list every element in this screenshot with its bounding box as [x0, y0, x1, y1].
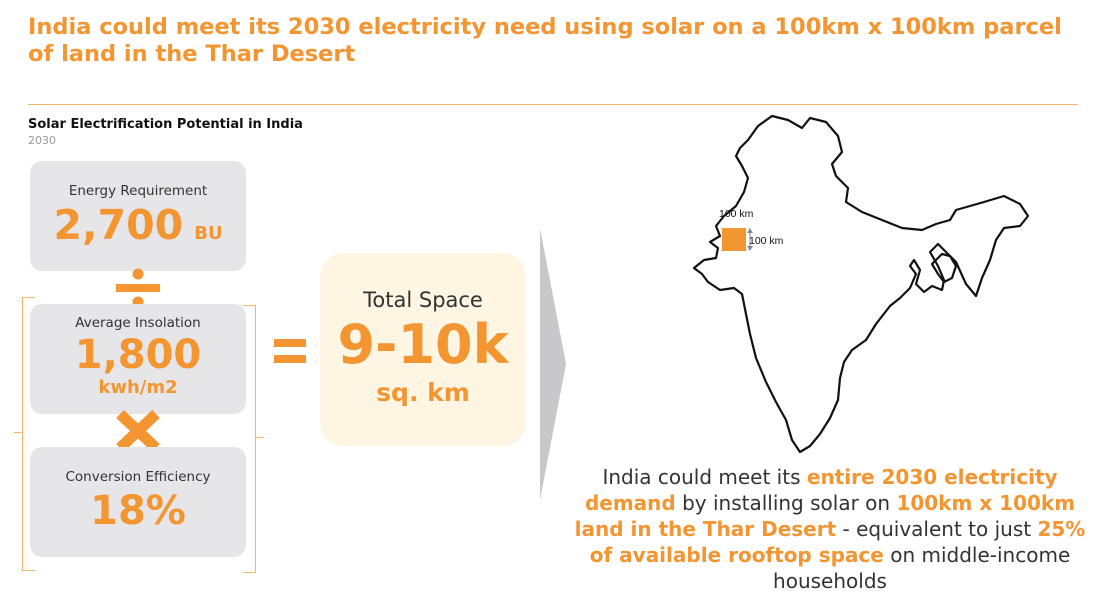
title-divider — [28, 104, 1078, 105]
caption-text-4: on middle-income households — [773, 543, 1071, 593]
parcel-width-label: 100 km — [719, 208, 754, 220]
total-space-label: Total Space — [363, 288, 483, 312]
parcel-height-label: 100 km — [749, 235, 784, 247]
total-space-unit: sq. km — [376, 378, 470, 407]
india-map: 100 km 100 km — [692, 114, 1030, 454]
solar-parcel-square — [722, 228, 746, 251]
conversion-efficiency-card: Conversion Efficiency 18% — [30, 447, 246, 557]
india-east-outline — [930, 252, 958, 284]
flow-arrow-icon — [540, 228, 566, 500]
caption-highlight-2: 100km x 100km land in the Thar Desert — [574, 491, 1076, 541]
chart-title: Solar Electrification Potential in India — [28, 117, 303, 132]
total-space-value: 9-10k — [337, 313, 509, 376]
chart-year: 2030 — [28, 134, 56, 147]
caption-text-1: India could meet its — [602, 465, 807, 489]
average-insolation-value: 1,800 — [74, 332, 202, 378]
caption-text-3: - equivalent to just — [836, 517, 1038, 541]
energy-requirement-card: Energy Requirement 2,700 BU — [30, 161, 246, 271]
left-bracket — [22, 297, 35, 571]
page-title: India could meet its 2030 electricity ne… — [28, 14, 1062, 67]
energy-requirement-label: Energy Requirement — [68, 183, 208, 199]
energy-requirement-unit: BU — [194, 223, 223, 244]
right-bracket-tick — [256, 437, 264, 438]
left-bracket-tick — [14, 432, 22, 433]
average-insolation-unit: kwh/m2 — [98, 377, 178, 398]
india-outline — [692, 114, 1030, 454]
caption-highlight-3: 25% of available rooftop space — [589, 517, 1086, 567]
energy-requirement-value: 2,700 — [53, 201, 184, 249]
total-space-card: Total Space 9-10k sq. km — [320, 253, 526, 446]
multiply-icon — [116, 410, 160, 452]
caption-highlight-1: entire 2030 electricity demand — [584, 465, 1058, 515]
summary-caption: India could meet its entire 2030 electri… — [565, 464, 1095, 594]
average-insolation-card: Average Insolation 1,800 kwh/m2 — [30, 304, 246, 414]
equals-icon — [274, 339, 306, 363]
right-bracket — [243, 305, 256, 573]
caption-text-2: by installing solar on — [675, 491, 897, 515]
average-insolation-label: Average Insolation — [75, 315, 201, 331]
conversion-efficiency-value: 18% — [90, 488, 186, 534]
conversion-efficiency-label: Conversion Efficiency — [65, 469, 211, 485]
